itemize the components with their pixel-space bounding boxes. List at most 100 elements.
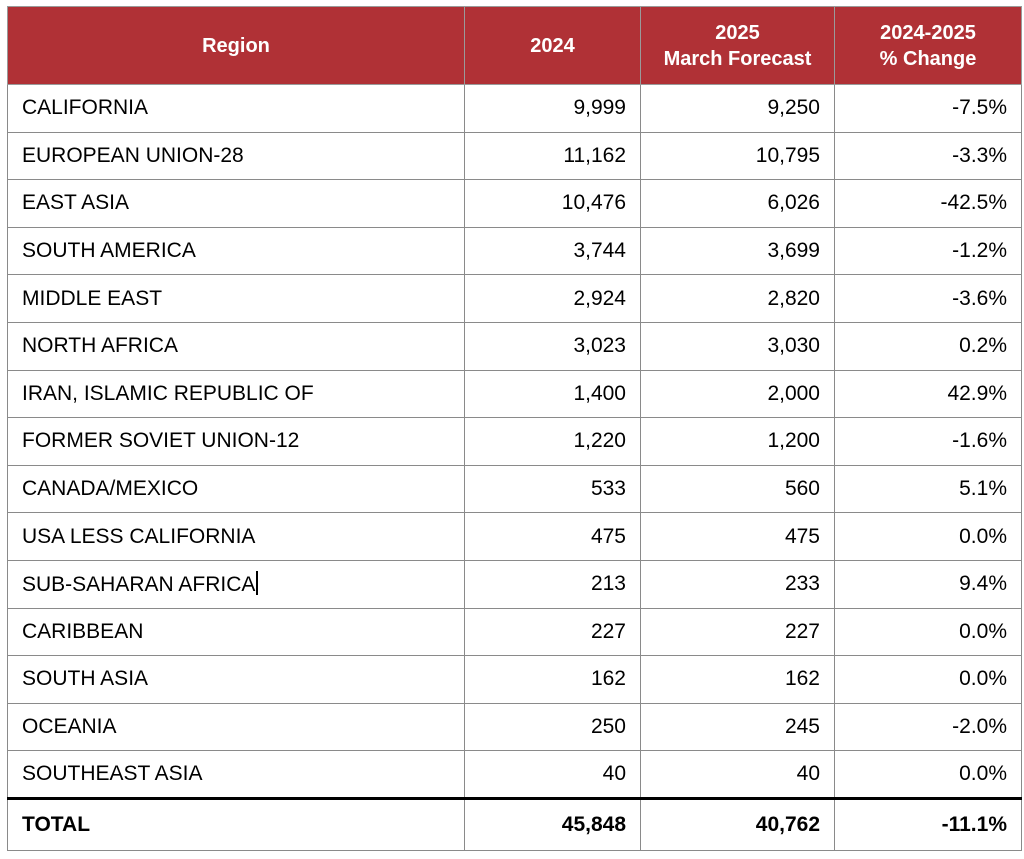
cell-change[interactable]: -1.6% (834, 417, 1022, 466)
total-2025: 40,762 (640, 796, 835, 851)
cell-2025-text: 245 (784, 715, 820, 739)
cell-region[interactable]: OCEANIA (7, 702, 465, 752)
cell-region[interactable]: SUB-SAHARAN AFRICA (7, 559, 465, 609)
cell-change-text: 42.9% (947, 381, 1007, 405)
cell-region[interactable]: IRAN, ISLAMIC REPUBLIC OF (7, 369, 465, 419)
cell-region[interactable]: EAST ASIA (7, 179, 465, 228)
cell-2025[interactable]: 560 (640, 464, 835, 514)
cell-2024-text: 475 (590, 524, 626, 548)
cell-2024[interactable]: 1,220 (464, 417, 641, 466)
cell-change-text: -1.2% (952, 239, 1007, 263)
cell-2024[interactable]: 162 (464, 655, 641, 704)
cell-2025[interactable]: 245 (640, 702, 835, 752)
cell-change[interactable]: -3.3% (834, 131, 1022, 181)
cell-2024[interactable]: 533 (464, 464, 641, 514)
cell-2025[interactable]: 162 (640, 655, 835, 704)
cell-2025[interactable]: 3,030 (640, 321, 835, 371)
cell-region[interactable]: FORMER SOVIET UNION-12 (7, 417, 465, 466)
cell-2025[interactable]: 2,000 (640, 369, 835, 419)
total-row: TOTAL 45,848 40,762 -11.1% (7, 796, 1022, 851)
table-row: EUROPEAN UNION-28 11,162 10,795 -3.3% (7, 131, 1022, 181)
cell-change[interactable]: 9.4% (834, 559, 1022, 609)
cell-change-text: 9.4% (959, 572, 1007, 596)
cell-2025[interactable]: 9,250 (640, 84, 835, 133)
cell-region[interactable]: MIDDLE EAST (7, 274, 465, 323)
cell-2024[interactable]: 250 (464, 702, 641, 752)
cell-2024[interactable]: 213 (464, 559, 641, 609)
cell-region[interactable]: CARIBBEAN (7, 607, 465, 657)
cell-2024-text: 2,924 (573, 286, 626, 310)
cell-2025[interactable]: 1,200 (640, 417, 835, 466)
cell-2024[interactable]: 2,924 (464, 274, 641, 323)
cell-change[interactable]: -1.2% (834, 226, 1022, 276)
cell-2025-text: 9,250 (767, 96, 820, 120)
cell-change[interactable]: -2.0% (834, 702, 1022, 752)
cell-2025[interactable]: 233 (640, 559, 835, 609)
cell-change-text: 5.1% (959, 477, 1007, 501)
cell-region-text: CANADA/MEXICO (22, 477, 199, 501)
header-2025-subtitle: March Forecast (663, 47, 812, 70)
cell-change-text: 0.0% (959, 619, 1007, 643)
cell-2025[interactable]: 3,699 (640, 226, 835, 276)
header-change-label: % Change (879, 47, 977, 70)
cell-change[interactable]: 0.2% (834, 321, 1022, 371)
cell-change-text: 0.0% (959, 667, 1007, 691)
cell-2024-text: 11,162 (563, 143, 626, 167)
cell-region[interactable]: USA LESS CALIFORNIA (7, 512, 465, 561)
cell-change[interactable]: 0.0% (834, 750, 1022, 799)
cell-2024-text: 9,999 (573, 96, 626, 120)
cell-2025-text: 1,200 (767, 429, 820, 453)
cell-2025-text: 10,795 (755, 143, 820, 167)
cell-change[interactable]: 0.0% (834, 607, 1022, 657)
cell-change-text: 0.2% (959, 334, 1007, 358)
cell-2024[interactable]: 9,999 (464, 84, 641, 133)
table-row: OCEANIA 250 245 -2.0% (7, 702, 1022, 752)
header-percent-change: 2024-2025 % Change (834, 6, 1022, 85)
total-change: -11.1% (834, 796, 1022, 851)
cell-2025[interactable]: 6,026 (640, 179, 835, 228)
cell-2025[interactable]: 40 (640, 750, 835, 799)
cell-2025-text: 3,030 (767, 334, 820, 358)
table-row: FORMER SOVIET UNION-12 1,220 1,200 -1.6% (7, 417, 1022, 466)
cell-region[interactable]: SOUTH AMERICA (7, 226, 465, 276)
table-row: CARIBBEAN 227 227 0.0% (7, 607, 1022, 657)
cell-2024[interactable]: 475 (464, 512, 641, 561)
cell-2025[interactable]: 2,820 (640, 274, 835, 323)
cell-region[interactable]: SOUTH ASIA (7, 655, 465, 704)
cell-2025-text: 162 (784, 667, 820, 691)
table-header-row: Region 2024 2025 March Forecast 2024-202… (7, 6, 1022, 85)
cell-2025[interactable]: 10,795 (640, 131, 835, 181)
cell-2025-text: 6,026 (767, 191, 820, 215)
cell-region[interactable]: EUROPEAN UNION-28 (7, 131, 465, 181)
cell-2024-text: 1,400 (573, 381, 626, 405)
cell-2025[interactable]: 475 (640, 512, 835, 561)
cell-2024[interactable]: 3,023 (464, 321, 641, 371)
cell-region-text: EAST ASIA (22, 191, 129, 215)
cell-region[interactable]: NORTH AFRICA (7, 321, 465, 371)
cell-change[interactable]: 0.0% (834, 655, 1022, 704)
cell-2024-text: 213 (590, 572, 626, 596)
cell-2025-text: 560 (784, 477, 820, 501)
cell-region-text: IRAN, ISLAMIC REPUBLIC OF (22, 381, 314, 405)
cell-change[interactable]: -3.6% (834, 274, 1022, 323)
cell-2024[interactable]: 227 (464, 607, 641, 657)
header-2024: 2024 (464, 6, 641, 85)
header-change-years: 2024-2025 (880, 21, 976, 44)
cell-region[interactable]: CALIFORNIA (7, 84, 465, 133)
cell-2025[interactable]: 227 (640, 607, 835, 657)
cell-region[interactable]: CANADA/MEXICO (7, 464, 465, 514)
cell-2024[interactable]: 1,400 (464, 369, 641, 419)
cell-2024-text: 250 (590, 715, 626, 739)
cell-2024[interactable]: 3,744 (464, 226, 641, 276)
cell-2024-text: 10,476 (561, 191, 626, 215)
cell-2024[interactable]: 40 (464, 750, 641, 799)
cell-region-text: EUROPEAN UNION-28 (22, 143, 244, 167)
cell-change[interactable]: 0.0% (834, 512, 1022, 561)
cell-change[interactable]: -7.5% (834, 84, 1022, 133)
cell-change[interactable]: -42.5% (834, 179, 1022, 228)
cell-2024[interactable]: 11,162 (464, 131, 641, 181)
cell-2024[interactable]: 10,476 (464, 179, 641, 228)
cell-region[interactable]: SOUTHEAST ASIA (7, 750, 465, 799)
cell-change[interactable]: 5.1% (834, 464, 1022, 514)
cell-change[interactable]: 42.9% (834, 369, 1022, 419)
